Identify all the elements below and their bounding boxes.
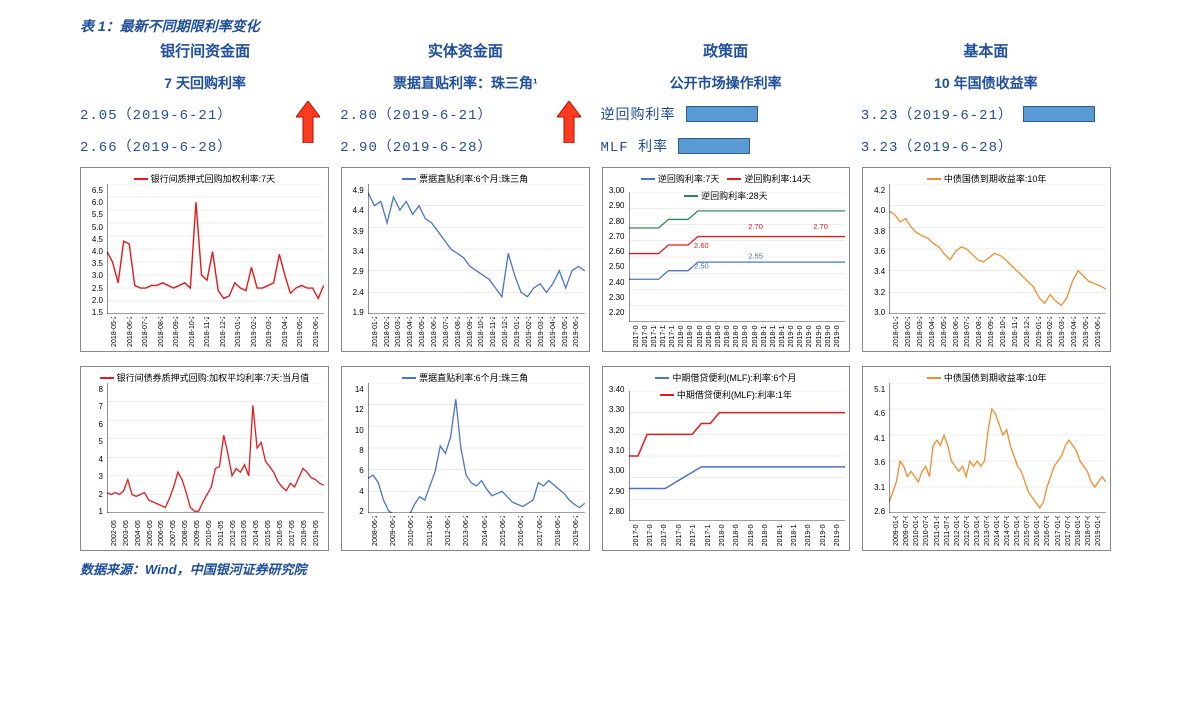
x-axis-labels: 2017-022017-042017-062017-082017-102017-… [629, 524, 846, 546]
column-subheader: 10 年国债收益率 [861, 73, 1111, 93]
y-axis-labels: 1.92.42.93.43.94.44.9 [344, 186, 364, 317]
x-axis-labels: 2009-01-062009-07-062010-01-062010-07-06… [889, 516, 1106, 546]
chart: 银行间债券质押式回购:加权平均利率:7天:当月值 123456782002-052… [80, 366, 329, 551]
y-axis-labels: 2.202.302.402.502.602.702.802.903.00 [605, 186, 625, 317]
data-source: 数据来源：Wind，中国银河证券研究院 [80, 559, 1111, 578]
value-cell: 2.66（2019-6-28） [80, 135, 330, 157]
value-cell: 逆回购利率 [601, 103, 851, 125]
column-header: 政策面 [601, 40, 851, 61]
chart-grid: 银行间质押式回购加权利率:7天 1.52.02.53.03.54.04.55.05… [80, 167, 1111, 551]
svg-text:2.70: 2.70 [748, 222, 763, 231]
chart-legend: 中债国债到期收益率:10年 [867, 172, 1106, 184]
chart: 银行间质押式回购加权利率:7天 1.52.02.53.03.54.04.55.05… [80, 167, 329, 352]
chart-legend: 银行间质押式回购加权利率:7天 [85, 172, 324, 184]
x-axis-labels: 2018-01-242018-02-242018-03-242018-04-24… [368, 317, 585, 347]
x-axis-labels: 2018-01-242018-02-242018-03-242018-04-24… [889, 317, 1106, 347]
column-header: 基本面 [861, 40, 1111, 61]
plot-area [889, 184, 1106, 317]
svg-text:2.50: 2.50 [694, 261, 709, 270]
chart: 中债国债到期收益率:10年 3.03.23.43.63.84.04.22018-0… [862, 167, 1111, 352]
chart-legend: 票据直贴利率:6个月:珠三角 [346, 172, 585, 184]
chart-legend: 银行间债券质押式回购:加权平均利率:7天:当月值 [85, 371, 324, 383]
value-cell: 2.80（2019-6-21） [340, 103, 590, 125]
chart-legend: 中债国债到期收益率:10年 [867, 371, 1106, 383]
plot-area [107, 383, 324, 516]
value-cell: 3.23（2019-6-21） [861, 103, 1111, 125]
column-header: 实体资金面 [340, 40, 590, 61]
plot-area [889, 383, 1106, 516]
table-title: 表 1：最新不同期限利率变化 [80, 16, 1111, 36]
svg-text:2.60: 2.60 [694, 241, 709, 250]
chart: 逆回购利率:7天逆回购利率:14天逆回购利率:28天2.202.302.402.… [602, 167, 851, 352]
column-subheader: 公开市场操作利率 [601, 73, 851, 93]
chart: 中期借贷便利(MLF):利率:6个月中期借贷便利(MLF):利率:1年2.802… [602, 366, 851, 551]
bar-indicator [686, 106, 758, 122]
column-header: 银行间资金面 [80, 40, 330, 61]
y-axis-labels: 1.52.02.53.03.54.04.55.05.56.06.5 [83, 186, 103, 317]
svg-text:2.55: 2.55 [748, 251, 763, 260]
value-cell: MLF 利率 [601, 135, 851, 157]
plot-area [368, 184, 585, 317]
y-axis-labels: 2.802.903.003.103.203.303.40 [605, 385, 625, 516]
header-grid: 银行间资金面实体资金面政策面基本面 7 天回购利率票据直贴利率：珠三角¹ 公开市场操… [80, 40, 1111, 157]
bar-indicator [1023, 106, 1095, 122]
chart: 票据直贴利率:6个月:珠三角 1.92.42.93.43.94.44.92018-… [341, 167, 590, 352]
x-axis-labels: 2017-08-212017-09-212017-10-212017-11-21… [629, 325, 846, 347]
column-subheader: 7 天回购利率 [80, 73, 330, 93]
chart-legend: 中期借贷便利(MLF):利率:6个月中期借贷便利(MLF):利率:1年 [607, 371, 846, 391]
chart: 中债国债到期收益率:10年 2.63.13.64.14.65.12009-01-0… [862, 366, 1111, 551]
plot-area [107, 184, 324, 317]
plot-area: 2.70 2.70 2.60 2.50 2.55 [629, 192, 846, 325]
value-cell: 3.23（2019-6-28） [861, 135, 1111, 157]
value-cell: 2.90（2019-6-28） [340, 135, 590, 157]
y-axis-labels: 3.03.23.43.63.84.04.2 [865, 186, 885, 317]
x-axis-labels: 2002-052003-052004-052005-052006-052007-… [107, 516, 324, 546]
y-axis-labels: 2468101214 [344, 385, 364, 516]
y-axis-labels: 2.63.13.64.14.65.1 [865, 385, 885, 516]
plot-area [368, 383, 585, 516]
chart-legend: 票据直贴利率:6个月:珠三角 [346, 371, 585, 383]
bar-indicator [678, 138, 750, 154]
chart-legend: 逆回购利率:7天逆回购利率:14天逆回购利率:28天 [607, 172, 846, 192]
plot-area [629, 391, 846, 524]
column-subheader: 票据直贴利率：珠三角¹ [340, 73, 590, 93]
svg-text:2.70: 2.70 [813, 222, 828, 231]
chart: 票据直贴利率:6个月:珠三角 24681012142008-06-282009-0… [341, 366, 590, 551]
y-axis-labels: 12345678 [83, 385, 103, 516]
x-axis-labels: 2008-06-282009-06-282010-06-282011-06-28… [368, 516, 585, 546]
value-cell: 2.05（2019-6-21） [80, 103, 330, 125]
x-axis-labels: 2018-05-242018-06-242018-07-242018-08-24… [107, 317, 324, 347]
